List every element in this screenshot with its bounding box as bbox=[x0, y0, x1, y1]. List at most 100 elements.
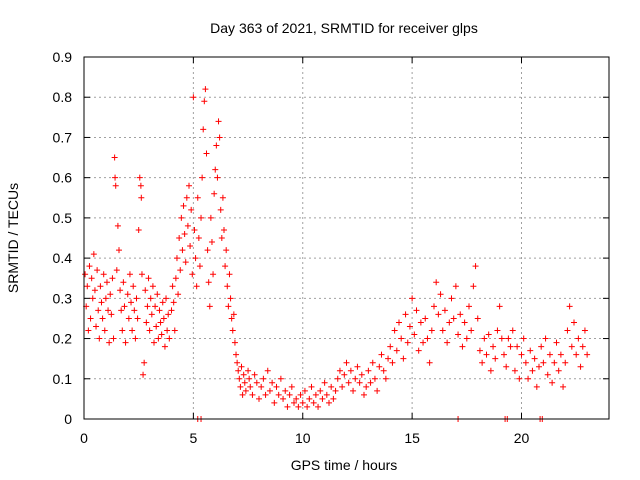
y-tick-label: 0 bbox=[64, 411, 72, 427]
data-point bbox=[95, 307, 102, 314]
data-point bbox=[156, 307, 163, 314]
data-point bbox=[568, 343, 575, 350]
y-tick-label: 0.1 bbox=[53, 371, 73, 387]
x-tick-label: 20 bbox=[514, 430, 530, 446]
grid bbox=[84, 57, 609, 419]
y-axis-label: SRMTID / TECUs bbox=[5, 183, 21, 293]
data-point bbox=[138, 194, 145, 201]
data-point bbox=[142, 287, 149, 294]
data-point bbox=[125, 315, 132, 322]
data-point bbox=[144, 303, 151, 310]
data-point bbox=[463, 335, 470, 342]
data-point bbox=[518, 351, 525, 358]
data-point bbox=[186, 182, 192, 189]
data-point bbox=[461, 319, 468, 326]
data-point bbox=[200, 126, 207, 133]
data-point bbox=[490, 343, 497, 350]
data-point bbox=[249, 391, 256, 398]
data-point bbox=[99, 315, 106, 322]
data-point bbox=[387, 343, 394, 350]
data-point bbox=[158, 331, 165, 338]
data-point bbox=[208, 239, 215, 246]
data-point bbox=[560, 383, 567, 390]
data-point bbox=[98, 299, 105, 306]
y-tick-label: 0.6 bbox=[53, 170, 73, 186]
data-point bbox=[216, 134, 223, 141]
data-point bbox=[165, 311, 172, 318]
data-point bbox=[288, 383, 295, 390]
data-point bbox=[424, 335, 431, 342]
data-point bbox=[406, 323, 413, 330]
data-point bbox=[258, 383, 265, 390]
data-point bbox=[398, 335, 405, 342]
data-point bbox=[409, 295, 416, 302]
x-tick-label: 5 bbox=[189, 430, 197, 446]
data-point bbox=[310, 399, 317, 406]
plot-frame bbox=[83, 56, 610, 420]
y-tick-label: 0.9 bbox=[53, 49, 73, 65]
data-point bbox=[579, 343, 586, 350]
data-point bbox=[236, 375, 243, 382]
y-tick-label: 0.2 bbox=[53, 331, 73, 347]
data-point bbox=[178, 214, 185, 221]
data-point bbox=[217, 206, 224, 213]
data-point bbox=[171, 327, 178, 334]
data-point bbox=[275, 391, 282, 398]
data-point bbox=[505, 335, 512, 342]
data-point bbox=[330, 395, 337, 402]
data-point bbox=[396, 319, 402, 326]
data-point bbox=[140, 371, 147, 378]
data-point bbox=[155, 335, 162, 342]
data-point bbox=[143, 319, 150, 326]
data-point bbox=[507, 343, 514, 350]
data-point bbox=[172, 275, 179, 282]
data-point bbox=[97, 283, 104, 290]
data-point bbox=[347, 367, 354, 374]
data-point bbox=[448, 295, 455, 302]
data-point bbox=[573, 351, 580, 358]
data-point bbox=[207, 214, 214, 221]
x-tick-label: 10 bbox=[295, 430, 311, 446]
data-point bbox=[213, 142, 220, 149]
data-point bbox=[367, 379, 374, 386]
data-point bbox=[151, 339, 157, 346]
data-point bbox=[221, 226, 227, 233]
data-point bbox=[382, 375, 389, 382]
data-point bbox=[148, 311, 155, 318]
data-point bbox=[437, 291, 444, 298]
data-point bbox=[183, 194, 190, 201]
data-point bbox=[198, 214, 205, 221]
data-point bbox=[87, 315, 94, 322]
data-point bbox=[152, 303, 159, 310]
data-point bbox=[192, 255, 199, 262]
data-point bbox=[175, 291, 182, 298]
data-point bbox=[546, 351, 553, 358]
data-point bbox=[496, 303, 503, 310]
data-point bbox=[111, 154, 118, 161]
data-point bbox=[237, 383, 244, 390]
data-point bbox=[271, 399, 278, 406]
data-point bbox=[509, 327, 516, 334]
data-point bbox=[439, 327, 446, 334]
y-tick-label: 0.3 bbox=[53, 290, 73, 306]
data-point bbox=[94, 267, 101, 274]
data-point bbox=[293, 395, 300, 402]
data-point bbox=[170, 299, 177, 306]
data-point bbox=[575, 335, 582, 342]
data-point bbox=[468, 327, 475, 334]
data-point bbox=[385, 355, 392, 362]
data-point bbox=[179, 247, 186, 254]
data-point bbox=[487, 367, 494, 374]
data-point bbox=[234, 359, 241, 366]
data-point bbox=[422, 315, 429, 322]
data-point bbox=[378, 351, 385, 358]
data-point bbox=[86, 263, 93, 270]
data-point bbox=[492, 355, 499, 362]
data-point bbox=[176, 235, 183, 241]
data-point bbox=[522, 359, 529, 366]
data-point bbox=[230, 311, 237, 318]
data-point bbox=[459, 343, 466, 350]
data-point bbox=[476, 347, 483, 354]
data-point bbox=[557, 351, 564, 358]
data-point bbox=[129, 327, 136, 334]
